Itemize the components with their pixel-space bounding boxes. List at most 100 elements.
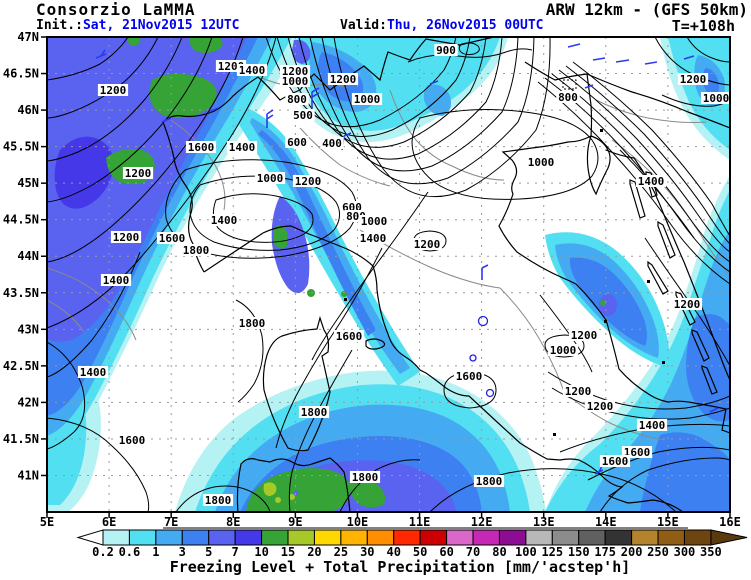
colorbar-cells [102,529,712,546]
contour-label: 500 [293,109,313,122]
lat-tick-label: 42N [17,395,39,409]
lat-tick-label: 42.5N [3,359,39,373]
colorbar: 0.2 0.6 1 3 5 7 10 15 20 25 30 40 50 60 70 80 100 125 150 1… [76,529,748,576]
init-label: Init.: [36,18,83,33]
lat-tick-label: 41N [17,468,39,482]
colorbar-cell [234,529,263,546]
contour-label: 1400 [639,419,666,432]
contour-label-box [357,232,389,244]
wind-barb-icon [567,43,581,48]
contour-label-box [700,92,730,104]
colorbar-value: 350 [700,545,722,559]
colorbar-values: 0.2 0.6 1 3 5 7 10 15 20 25 30 40 50 60 70 80 100 125 150 1… [92,545,722,559]
contour-label-box [292,175,324,187]
contour-label: 1800 [301,406,328,419]
colorbar-cell [525,529,553,546]
lat-tick-label: 43.5N [3,286,39,300]
colorbar-cell [551,529,580,546]
istria-croatia-coast [586,135,730,381]
lon-tick-label: 8E [226,515,240,529]
model-title: ARW 12km - (GFS 50km) [545,0,748,19]
colorbar-cell [340,529,368,546]
contour-label: 1400 [229,141,256,154]
wind-barb-icon [161,117,172,123]
contour-label-box [236,317,268,329]
contour-label: 800 [558,91,578,104]
contour-label: 1400 [360,232,387,245]
map-frame [46,36,731,513]
colorbar-cell [419,529,448,546]
colorbar-value: 20 [307,545,321,559]
croatian-islands [629,171,718,395]
contour-label: 1400 [103,274,130,287]
colorbar-cell [578,529,606,546]
lon-tick-label: 12E [471,515,493,529]
lat-tick-label: 44.5N [3,213,39,227]
valid-label: Valid: [340,18,387,33]
contour-label: 1400 [638,175,665,188]
colorbar-cell [208,529,236,546]
colorbar-value: 80 [492,545,506,559]
wind-barb-icon [644,61,658,65]
contour-label-box [208,214,240,226]
contour-label: 1400 [80,366,107,379]
contour-label-box [180,244,212,256]
lat-tick-label: 41.5N [3,432,39,446]
precipitation-shading [47,37,730,512]
contour-label: 1000 [703,92,730,105]
contour-label-box [635,175,667,187]
colorbar-value: 5 [205,545,212,559]
lead-time: T=+108h [671,17,735,35]
lake-outline [469,354,477,362]
lat-tick-label: 43N [17,322,39,336]
contour-label-box [411,238,443,250]
colorbar-value: 3 [179,545,186,559]
contour-label-box [556,91,580,103]
colorbar-cell [498,529,527,546]
contour-label: 1000 [528,156,555,169]
colorbar-value: 150 [568,545,590,559]
contour-label-box [677,73,709,85]
station-plot-box [562,79,577,90]
wind-barb-icon [481,264,489,280]
lake-outline [477,315,489,327]
contour-label: 1200 [565,385,592,398]
contour-label: 1600 [336,330,363,343]
contour-label: 1200 [680,73,707,86]
contour-label: 600 [287,136,307,149]
contour-label-box [547,344,579,356]
contour-label-box [599,455,631,467]
colorbar-value: 60 [439,545,453,559]
contour-label: 1000 [282,75,309,88]
contour-label: 800 [287,93,307,106]
contour-label-box [453,370,485,382]
colorbar-value: 125 [541,545,563,559]
contour-label-box [473,475,505,487]
contour-label: 1600 [624,446,651,459]
corsica [262,315,331,452]
colorbar-cell [393,529,421,546]
colorbar-value: 30 [360,545,374,559]
colorbar-value: 175 [594,545,616,559]
wind-barb-icon [429,80,439,85]
contour-label-box [77,366,109,378]
axis-labels: 47N 46.5N 46N 45.5N 45N 44.5N 44N 43.5N 43N 42.5N… [3,30,741,529]
contour-label: 900 [436,44,456,57]
lon-tick-label: 14E [595,515,617,529]
contour-label-box [226,141,258,153]
colorbar-left-arrow [76,529,104,546]
colorbar-value: 250 [647,545,669,559]
contour-label-box [279,65,311,77]
lon-tick-label: 10E [347,515,369,529]
lon-tick-label: 6E [102,515,116,529]
lon-tick-label: 15E [657,515,679,529]
colorbar-value: 7 [232,545,239,559]
colorbar-cell [631,529,659,546]
contour-label-box [562,385,594,397]
wind-barb-icon [683,55,695,60]
colorbar-cell [446,529,474,546]
colorbar-value: 200 [621,545,643,559]
contour-label: 1800 [476,475,503,488]
lake-outline [485,388,495,398]
alps-border [162,37,495,273]
